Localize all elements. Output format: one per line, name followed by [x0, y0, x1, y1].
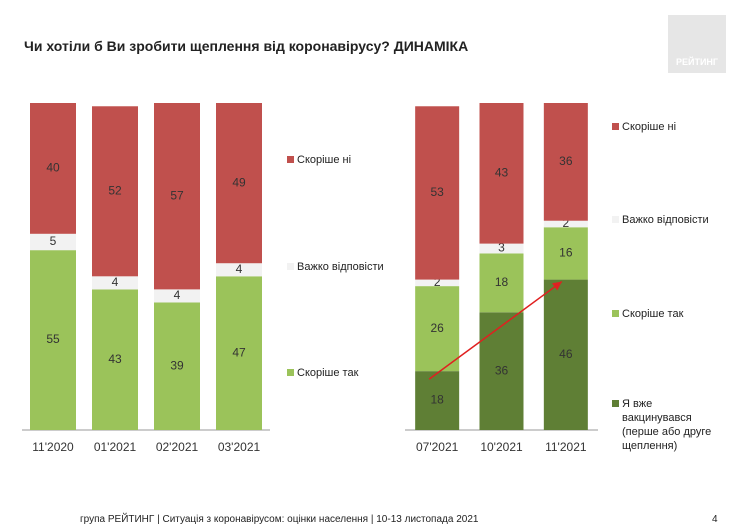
value-label: 4: [174, 288, 181, 302]
value-label: 43: [108, 352, 122, 366]
value-label: 49: [232, 175, 246, 189]
value-label: 36: [495, 363, 509, 377]
legend-swatch: [612, 400, 619, 407]
bar-segment: [154, 302, 200, 430]
bar-segment: [30, 103, 76, 234]
legend-label: Скоріше так: [622, 308, 684, 320]
x-tick-label: 03'2021: [218, 440, 261, 454]
page-number: 4: [712, 514, 718, 525]
bar-segment: [479, 243, 524, 254]
value-label: 47: [232, 345, 246, 359]
x-tick-label: 02'2021: [156, 440, 199, 454]
legend-swatch: [287, 263, 294, 270]
x-tick-label: 11'2020: [32, 440, 74, 454]
value-label: 4: [236, 262, 243, 276]
bar-segment: [479, 253, 524, 313]
bar-segment: [216, 103, 262, 264]
bar-segment: [415, 286, 460, 372]
bar-segment: [216, 263, 262, 277]
x-tick-label: 01'2021: [94, 440, 137, 454]
bar-segment: [415, 106, 460, 280]
value-label: 2: [562, 216, 569, 230]
trend-arrow: [428, 280, 563, 380]
value-label: 43: [495, 165, 509, 179]
value-label: 55: [46, 332, 60, 346]
bar-segment: [543, 227, 588, 280]
value-label: 4: [112, 275, 119, 289]
value-label: 18: [495, 275, 509, 289]
logo-box: РЕЙТИНГ: [668, 15, 726, 73]
bar-segment: [415, 371, 460, 430]
bar-segment: [543, 103, 588, 221]
legend-swatch: [612, 310, 619, 317]
x-tick-label: 07'2021: [416, 440, 459, 454]
legend-label: Скоріше ні: [297, 154, 352, 166]
bar-segment: [479, 312, 524, 430]
legend-swatch: [612, 216, 619, 223]
bar-segment: [543, 279, 588, 430]
footer: група РЕЙТИНГ | Ситуація з коронавірусом…: [80, 514, 479, 525]
bar-segment: [543, 220, 588, 228]
legend-swatch: [287, 369, 294, 376]
bar-segment: [415, 279, 460, 287]
value-label: 18: [430, 393, 444, 407]
value-label: 46: [559, 347, 573, 361]
legend-label: Важко відповісти: [622, 214, 709, 226]
bar-segment: [92, 276, 138, 290]
bar-segment: [92, 106, 138, 277]
bar-segment: [30, 233, 76, 251]
legend-swatch: [612, 123, 619, 130]
bar-segment: [30, 250, 76, 430]
value-label: 52: [108, 183, 122, 197]
value-label: 2: [434, 275, 441, 289]
x-tick-label: 10'2021: [480, 440, 523, 454]
bar-segment: [154, 103, 200, 290]
value-label: 3: [498, 241, 505, 255]
legend-label: Скоріше так: [297, 367, 359, 379]
legend-label: Важко відповісти: [297, 261, 384, 273]
x-tick-label: 11'2021: [545, 440, 587, 454]
value-label: 40: [46, 161, 60, 175]
value-label: 5: [50, 234, 57, 248]
legend-label: Скоріше ні: [622, 121, 677, 133]
bar-segment: [92, 289, 138, 430]
legend-label: Я вже вакцинувався (перше або друге щепл…: [622, 398, 712, 452]
value-label: 57: [170, 188, 184, 202]
value-label: 36: [559, 154, 573, 168]
logo: РЕЙТИНГ: [675, 57, 719, 67]
value-label: 16: [559, 246, 573, 260]
value-label: 26: [430, 321, 444, 335]
value-label: 39: [170, 358, 184, 372]
bar-segment: [216, 276, 262, 430]
bar-segment: [479, 103, 524, 244]
value-label: 53: [430, 185, 444, 199]
legend-swatch: [287, 156, 294, 163]
slide-title: Чи хотіли б Ви зробити щеплення від коро…: [24, 38, 469, 54]
bar-segment: [154, 289, 200, 303]
